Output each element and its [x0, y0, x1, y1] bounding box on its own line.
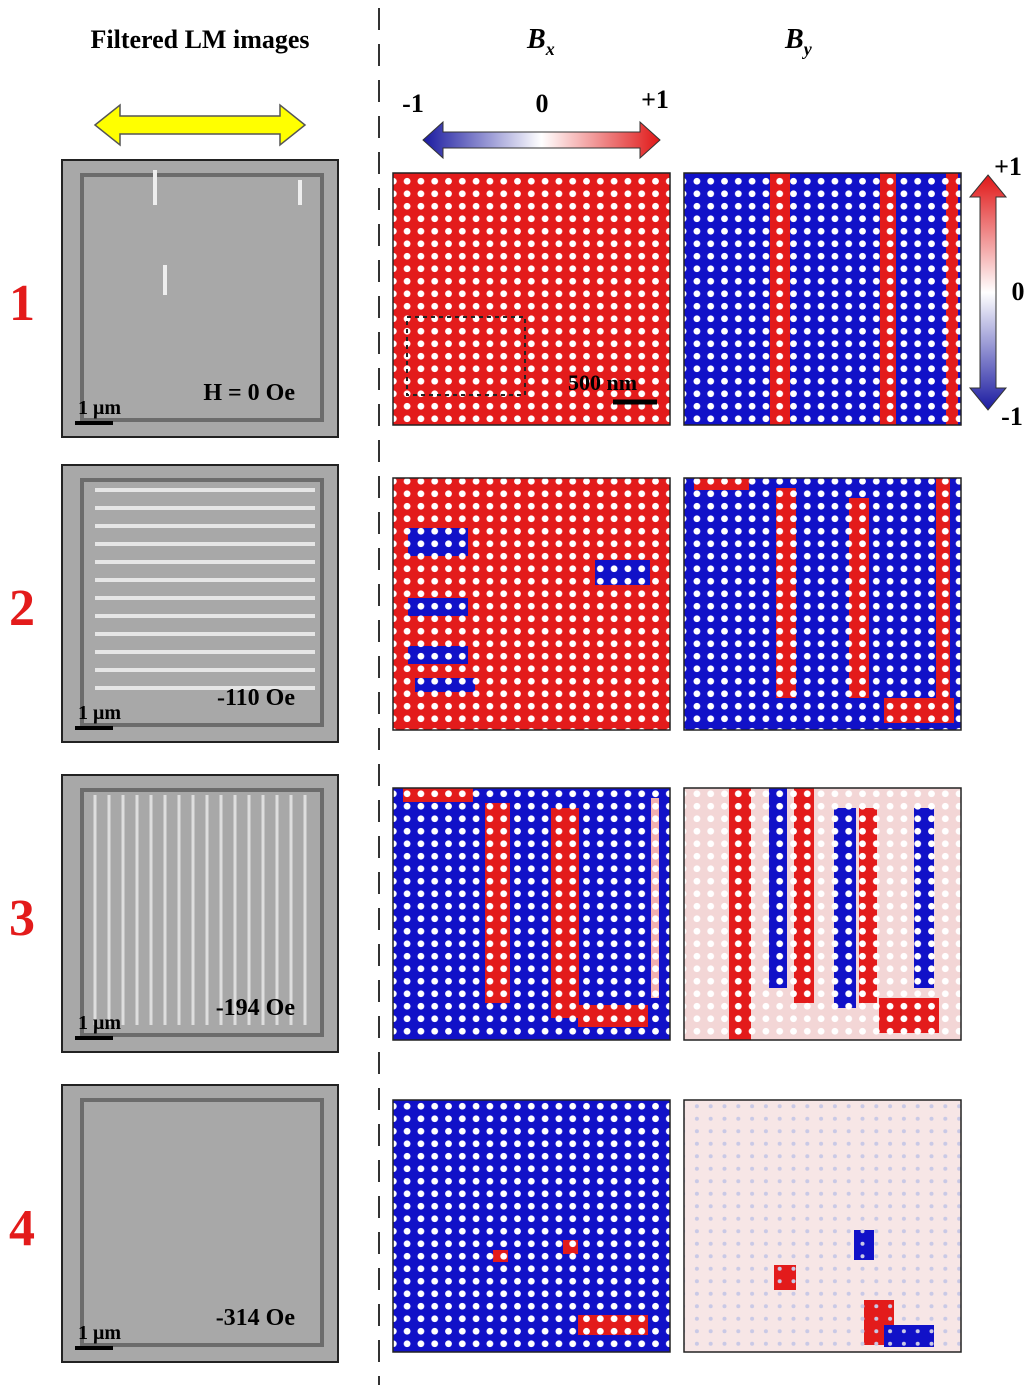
- field-label: -110 Oe: [217, 685, 295, 711]
- row-number: 3: [9, 890, 35, 947]
- colorbar-label: -1: [1001, 402, 1023, 431]
- symbol: B: [784, 24, 804, 55]
- field-label: -194 Oe: [216, 995, 296, 1021]
- colorbar-label: 0: [536, 89, 549, 118]
- lm-image: [62, 1085, 338, 1362]
- colorbar-vertical: [970, 175, 1006, 410]
- lm-image: [62, 160, 338, 437]
- scale-label: 1 μm: [78, 1012, 121, 1034]
- row-number: 1: [9, 275, 35, 332]
- row-number: 2: [9, 580, 35, 637]
- vortex-dots: [684, 788, 961, 1040]
- colorbar-label: 0: [1012, 277, 1025, 306]
- scale-label: 1 μm: [78, 702, 121, 724]
- left-title: Filtered LM images: [90, 25, 309, 54]
- vortex-dots: [393, 788, 670, 1040]
- colorbar-label: -1: [402, 89, 424, 118]
- polarizer-arrow: [95, 105, 305, 145]
- vortex-dots: [393, 1100, 670, 1352]
- scale-label: 1 μm: [78, 1322, 121, 1344]
- colorbar-label: +1: [994, 152, 1022, 181]
- vortex-dots: [684, 478, 961, 730]
- colorbar-label: +1: [641, 85, 669, 114]
- figure: Filtered LM images Bx By -1 0 +1 +1 0 -1…: [0, 0, 1026, 1385]
- vortex-dots: [393, 478, 670, 730]
- colorbar-horizontal: [423, 122, 660, 158]
- scale-label: 1 μm: [78, 397, 121, 419]
- bx-title: Bx: [526, 24, 555, 59]
- by-title: By: [784, 24, 813, 59]
- vortex-dots: [684, 173, 961, 425]
- field-label: -314 Oe: [216, 1305, 296, 1331]
- subscript: x: [545, 39, 555, 59]
- panels: 1 H = 0 Oe 1 μm 2 -110 Oe 1 μm 3 -194 Oe 1 μm 4 -3…: [9, 160, 961, 1362]
- lm-image: [62, 775, 338, 1052]
- subscript: y: [802, 39, 813, 59]
- symbol: B: [526, 24, 546, 55]
- row-number: 4: [9, 1200, 35, 1257]
- vortex-dots: [684, 1100, 961, 1352]
- scale-label: 500 nm: [568, 370, 637, 395]
- field-label: H = 0 Oe: [203, 380, 295, 406]
